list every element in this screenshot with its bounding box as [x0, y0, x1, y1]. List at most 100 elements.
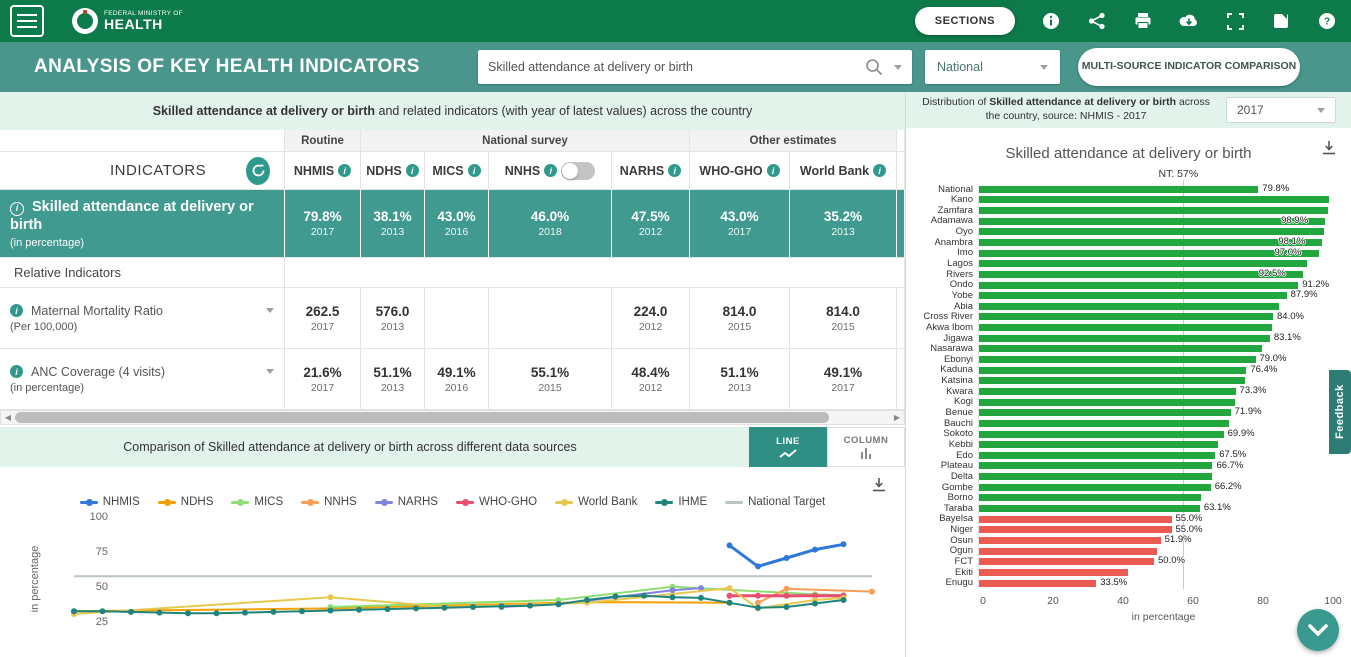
- chart-download-icon[interactable]: [871, 477, 887, 498]
- bar-track: 55.0%: [978, 525, 1330, 536]
- scroll-down-button[interactable]: [1297, 609, 1339, 651]
- legend-item-narhs[interactable]: NARHS: [375, 496, 438, 508]
- line-chart-icon: [779, 449, 797, 459]
- bar: [979, 196, 1329, 203]
- bar-row-rivers: Rivers92.5%: [906, 269, 1351, 280]
- legend-item-nhmis[interactable]: NHMIS: [80, 496, 140, 508]
- bar-state-label: Sokoto: [906, 429, 978, 439]
- legend-item-who-gho[interactable]: WHO-GHO: [456, 496, 537, 508]
- indicator-row-anc-coverage-4-visits-: iANC Coverage (4 visits)(in percentage)2…: [0, 349, 905, 410]
- cell-year: 2018: [538, 226, 561, 238]
- print-icon[interactable]: [1133, 11, 1153, 31]
- scroll-right-arrow-icon[interactable]: ▶: [890, 413, 904, 422]
- fullscreen-icon[interactable]: [1225, 11, 1245, 31]
- info-icon[interactable]: i: [873, 164, 886, 177]
- cell-value: 21.6%: [303, 365, 341, 380]
- info-icon[interactable]: i: [668, 164, 681, 177]
- scroll-left-arrow-icon[interactable]: ◀: [1, 413, 15, 422]
- table-horizontal-scrollbar[interactable]: ◀ ▶: [0, 410, 905, 425]
- bar-chart-download-icon[interactable]: [1321, 140, 1337, 161]
- cell-value: 576.0: [376, 304, 410, 319]
- bar-state-label: Akwa Ibom: [906, 323, 978, 333]
- bar-state-label: Edo: [906, 451, 978, 461]
- line-view-button[interactable]: LINE: [749, 427, 827, 467]
- bar: [979, 324, 1272, 331]
- indicator-dropdown-caret-icon[interactable]: [266, 308, 274, 313]
- year-select[interactable]: 2017: [1226, 97, 1336, 123]
- nnhs-toggle[interactable]: [561, 162, 595, 180]
- legend-item-ndhs[interactable]: NDHS: [158, 496, 214, 508]
- legend-item-ihme[interactable]: IHME: [655, 496, 707, 508]
- indicators-header-label: INDICATORS: [110, 162, 206, 179]
- bar-row-kwara: Kwara73.3%: [906, 386, 1351, 397]
- bar: [979, 313, 1273, 320]
- sections-button[interactable]: SECTIONS: [915, 7, 1015, 35]
- bar-row-ebonyi: Ebonyi79.0%: [906, 354, 1351, 365]
- column-header-label: NARHS: [620, 164, 664, 178]
- search-icon[interactable]: [864, 57, 884, 77]
- info-icon[interactable]: i: [767, 164, 780, 177]
- cloud-download-icon[interactable]: [1179, 11, 1199, 31]
- help-icon[interactable]: ?: [1317, 11, 1337, 31]
- column-view-button[interactable]: COLUMN: [827, 427, 905, 467]
- bar-state-label: Taraba: [906, 504, 978, 514]
- legend-item-national-target[interactable]: National Target: [725, 496, 825, 508]
- bar-state-label: Yobe: [906, 291, 978, 301]
- bar-state-label: Nasarawa: [906, 344, 978, 354]
- value-cell-world-bank: 35.2%2013: [790, 190, 897, 258]
- legend-item-mics[interactable]: MICS: [231, 496, 283, 508]
- legend-marker: [655, 501, 673, 504]
- bar-row-yobe: Yobe 87.9%: [906, 290, 1351, 301]
- top-app-bar: FEDERAL MINISTRY OF HEALTH SECTIONS ?: [0, 0, 1351, 42]
- indicator-name-text: Maternal Mortality Ratio: [31, 304, 258, 318]
- legend-item-nnhs[interactable]: NNHS: [301, 496, 357, 508]
- bar-state-label: Ogun: [906, 546, 978, 556]
- page-header: ANALYSIS OF KEY HEALTH INDICATORS Nation…: [0, 42, 1351, 92]
- bar-row-katsina: Katsina: [906, 376, 1351, 387]
- multi-source-comparison-button[interactable]: MULTI-SOURCE INDICATOR COMPARISON: [1078, 48, 1300, 86]
- info-icon[interactable]: [1041, 11, 1061, 31]
- bar-state-label: Enugu: [906, 578, 978, 588]
- bar-track: 98.9%: [978, 216, 1330, 227]
- bar-state-label: Osun: [906, 536, 978, 546]
- bar: [979, 228, 1324, 235]
- bar-state-label: Lagos: [906, 259, 978, 269]
- column-header-nnhs: NNHSi: [489, 152, 612, 190]
- bar-row-benue: Benue71.9%: [906, 407, 1351, 418]
- comparison-section-header: Comparison of Skilled attendance at deli…: [0, 427, 905, 467]
- info-icon[interactable]: i: [406, 164, 419, 177]
- bookmark-icon[interactable]: [1271, 11, 1291, 31]
- info-icon[interactable]: i: [10, 202, 24, 216]
- bar-state-label: Ebonyi: [906, 355, 978, 365]
- scrollbar-thumb[interactable]: [15, 412, 829, 423]
- bar-track: [978, 493, 1330, 504]
- bar-track: [978, 546, 1330, 557]
- indicator-search-input[interactable]: [488, 60, 864, 74]
- value-cell-cut: [897, 190, 905, 258]
- info-icon[interactable]: i: [544, 164, 557, 177]
- info-icon[interactable]: i: [10, 365, 23, 378]
- info-icon[interactable]: i: [338, 164, 351, 177]
- info-icon[interactable]: i: [468, 164, 481, 177]
- indicator-dropdown-caret-icon[interactable]: [266, 369, 274, 374]
- bar-state-label: Kwara: [906, 387, 978, 397]
- legend-marker: [231, 501, 249, 504]
- legend-marker-dot: [462, 499, 469, 506]
- bar-state-label: Bayelsa: [906, 514, 978, 524]
- bar-value-label: 87.9%: [1291, 290, 1318, 301]
- feedback-tab[interactable]: Feedback: [1329, 370, 1351, 454]
- cell-value: 51.1%: [720, 365, 758, 380]
- region-select[interactable]: National: [925, 50, 1060, 84]
- bar: [979, 548, 1157, 555]
- cell-value: 79.8%: [303, 209, 341, 224]
- info-icon[interactable]: i: [10, 304, 23, 317]
- search-dropdown-caret-icon[interactable]: [894, 65, 902, 70]
- hamburger-menu-icon[interactable]: [10, 5, 44, 37]
- bar: [979, 431, 1224, 438]
- share-icon[interactable]: [1087, 11, 1107, 31]
- main-indicator-name: iSkilled attendance at delivery or birth: [10, 198, 274, 234]
- bar: [979, 441, 1218, 448]
- refresh-icon[interactable]: [246, 157, 270, 185]
- bar-row-plateau: Plateau66.7%: [906, 461, 1351, 472]
- legend-item-world-bank[interactable]: World Bank: [555, 496, 637, 508]
